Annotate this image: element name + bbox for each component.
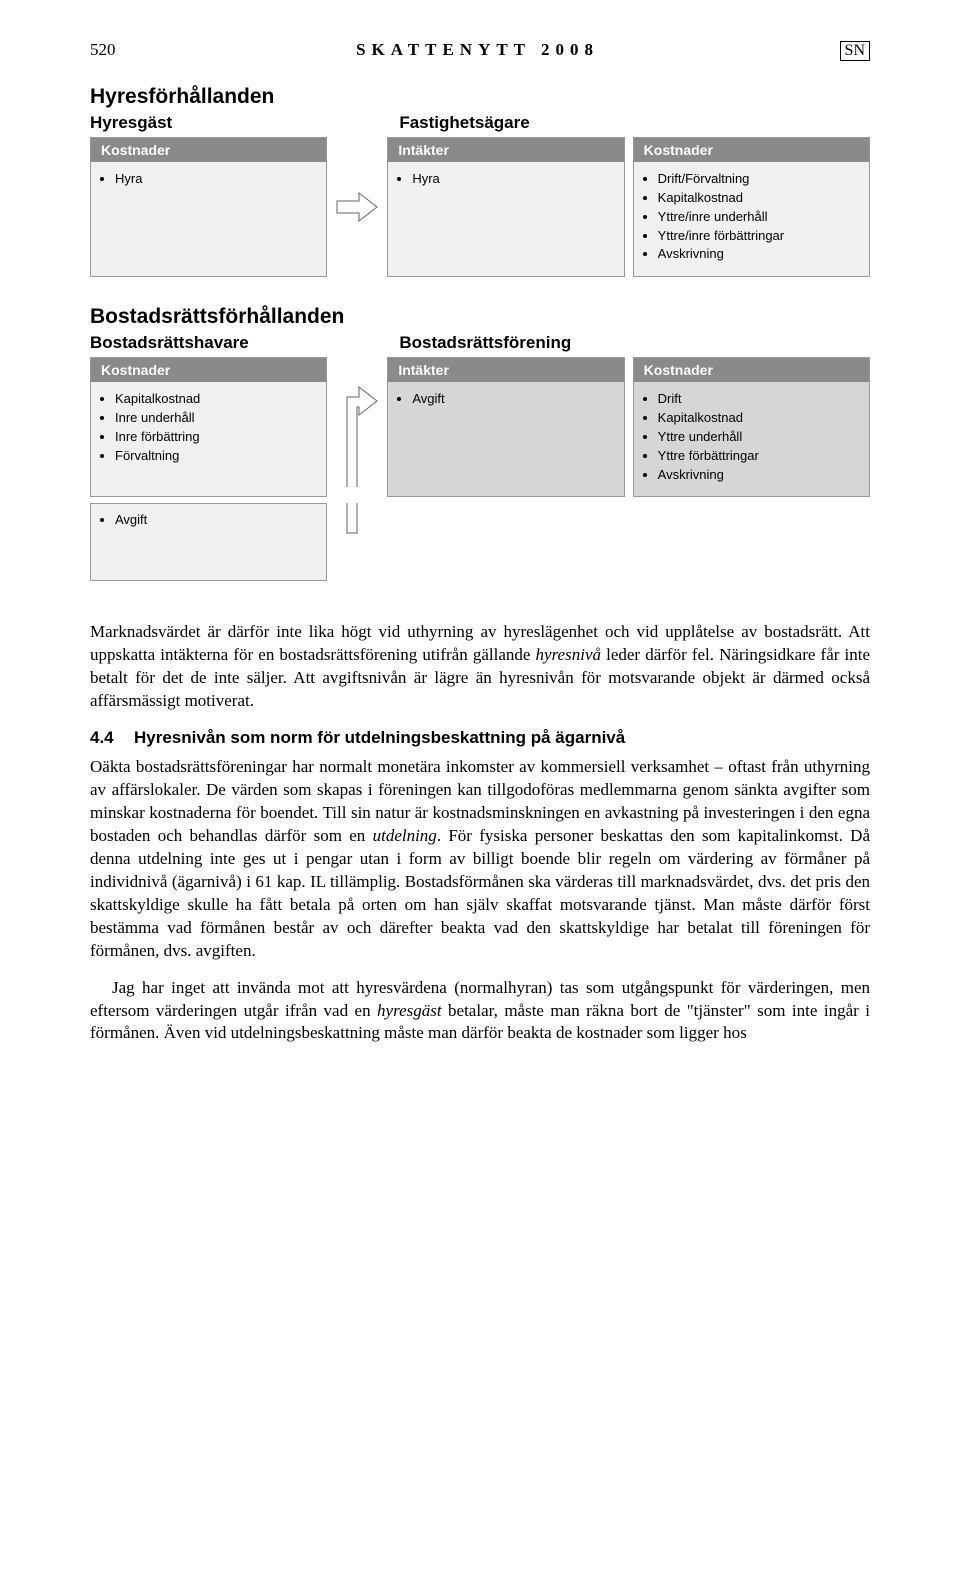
diagram2-sub-left: Bostadsrättshavare xyxy=(90,333,315,353)
sn-logo: SN xyxy=(840,41,870,61)
list-item: Kapitalkostnad xyxy=(115,390,316,409)
list-item: Yttre/inre förbättringar xyxy=(658,227,859,246)
d2-card-avgift: Avgift xyxy=(90,503,327,581)
list-item: Yttre/inre underhåll xyxy=(658,208,859,227)
card-header: Kostnader xyxy=(634,358,869,382)
list-item: Förvaltning xyxy=(115,447,316,466)
text: . För fysiska personer beskattas den som… xyxy=(90,826,870,960)
list-item: Inre förbättring xyxy=(115,428,316,447)
emphasis: utdelning xyxy=(373,826,437,845)
d2-card-intakter: Intäkter Avgift xyxy=(387,357,624,497)
list-item: Hyra xyxy=(115,170,316,189)
card-header: Kostnader xyxy=(634,138,869,162)
card-header: Intäkter xyxy=(388,358,623,382)
pipe-connector xyxy=(335,357,379,497)
diagram1-sub-left: Hyresgäst xyxy=(90,113,315,133)
d2-card-kostnader-left: Kostnader Kapitalkostnad Inre underhåll … xyxy=(90,357,327,497)
list-item: Kapitalkostnad xyxy=(658,189,859,208)
list-item: Drift xyxy=(658,390,859,409)
paragraph-3: Jag har inget att invända mot att hyresv… xyxy=(90,977,870,1046)
card-header: Intäkter xyxy=(388,138,623,162)
list-item: Kapitalkostnad xyxy=(658,409,859,428)
card-header: Kostnader xyxy=(91,138,326,162)
list-item: Drift/Förvaltning xyxy=(658,170,859,189)
diagram1-sub-mid: Fastighetsägare xyxy=(399,113,624,133)
list-item: Avskrivning xyxy=(658,466,859,485)
arrow-icon xyxy=(335,137,379,277)
emphasis: hyresgäst xyxy=(377,1001,442,1020)
d1-card-kostnader-right: Kostnader Drift/Förvaltning Kapitalkostn… xyxy=(633,137,870,277)
diagram2-heading: Bostadsrättsförhållanden xyxy=(90,305,870,329)
list-item: Yttre förbättringar xyxy=(658,447,859,466)
diagram2-sub-mid: Bostadsrättsförening xyxy=(399,333,624,353)
list-item: Avgift xyxy=(115,512,316,527)
journal-title: SKATTENYTT 2008 xyxy=(116,40,840,60)
list-item: Avskrivning xyxy=(658,245,859,264)
subheading-4-4: 4.4Hyresnivån som norm för utdelningsbes… xyxy=(90,727,870,750)
list-item: Avgift xyxy=(412,390,613,409)
d1-card-kostnader-left: Kostnader Hyra xyxy=(90,137,327,277)
diagram1-heading: Hyresförhållanden xyxy=(90,85,870,109)
d1-card-intakter: Intäkter Hyra xyxy=(387,137,624,277)
list-item: Yttre underhåll xyxy=(658,428,859,447)
card-header: Kostnader xyxy=(91,358,326,382)
paragraph-2: Oäkta bostadsrättsföreningar har normalt… xyxy=(90,756,870,962)
emphasis: hyresnivå xyxy=(536,645,601,664)
page-number: 520 xyxy=(90,40,116,60)
paragraph-1: Marknadsvärdet är därför inte lika högt … xyxy=(90,621,870,713)
list-item: Inre underhåll xyxy=(115,409,316,428)
list-item: Hyra xyxy=(412,170,613,189)
d2-card-kostnader-right: Kostnader Drift Kapitalkostnad Yttre und… xyxy=(633,357,870,497)
heading-text: Hyresnivån som norm för utdelningsbeskat… xyxy=(134,728,625,747)
heading-number: 4.4 xyxy=(90,727,134,750)
